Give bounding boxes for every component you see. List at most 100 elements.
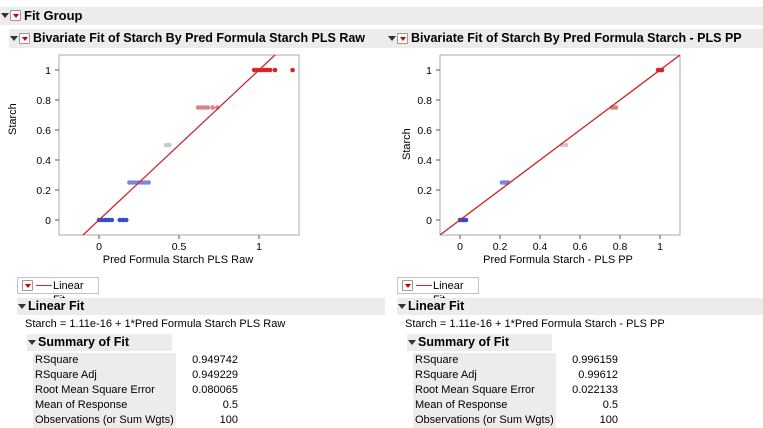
summary-value: 0.080065 [192, 384, 238, 396]
x-tick-label: 0 [457, 241, 463, 253]
left-x-axis-label: Pred Formula Starch PLS Raw [102, 254, 254, 266]
right-linear-fit-header [397, 298, 763, 315]
summary-value: 0.949229 [192, 369, 238, 381]
x-tick-label: 1 [657, 241, 663, 253]
x-tick-label: 0.8 [613, 241, 628, 253]
left-chart: 0 0.2 0.4 0.6 0.8 1 0 0.5 1 [36, 54, 300, 253]
right-fit-equation: Starch = 1.11e-16 + 1*Pred Formula Starc… [405, 318, 665, 330]
summary-value: 0.5 [602, 399, 618, 411]
disclosure-triangle-icon[interactable] [10, 36, 18, 41]
disclosure-triangle-icon[interactable] [18, 304, 26, 309]
x-tick-label: 1 [256, 241, 262, 253]
data-point [109, 217, 115, 223]
summary-value: 100 [219, 414, 238, 426]
y-tick-label: 0 [426, 215, 432, 227]
data-point [290, 67, 295, 73]
summary-label: Observations (or Sum Wgts) [33, 413, 176, 428]
summary-label: RSquare [413, 353, 556, 368]
y-tick-label: 1 [45, 65, 51, 77]
y-tick-label: 0.6 [36, 125, 51, 137]
right-report-title: Bivariate Fit of Starch By Pred Formula … [411, 31, 742, 45]
disclosure-triangle-icon[interactable] [28, 340, 36, 345]
data-point [167, 142, 172, 148]
right-legend-linear-fit[interactable]: Linear Fit [397, 277, 479, 306]
data-point [463, 217, 469, 223]
summary-value: 0.996159 [572, 354, 618, 366]
summary-label: Mean of Response [413, 398, 556, 413]
data-point [264, 67, 270, 73]
left-legend-linear-fit[interactable]: Linear Fit [17, 277, 99, 306]
data-point [106, 217, 111, 223]
left-linear-fit-title: Linear Fit [28, 299, 85, 313]
data-point [195, 105, 201, 110]
right-linear-fit-title: Linear Fit [408, 299, 465, 313]
summary-label: RSquare Adj [33, 368, 176, 383]
summary-label: RSquare [33, 353, 176, 368]
left-summary-title: Summary of Fit [38, 335, 129, 349]
red-triangle-menu-icon[interactable] [22, 280, 33, 291]
data-point [123, 217, 129, 223]
data-point [199, 105, 204, 110]
data-point [120, 217, 126, 223]
disclosure-triangle-icon[interactable] [408, 340, 416, 345]
fit-line [440, 55, 680, 235]
summary-label: Root Mean Square Error [413, 383, 556, 398]
left-report-header [9, 29, 387, 48]
data-point [272, 67, 278, 73]
y-tick-label: 0.2 [417, 185, 432, 197]
x-tick-label: 0 [96, 241, 102, 253]
summary-value: 100 [599, 414, 618, 426]
x-tick-label: 0.5 [172, 241, 187, 253]
y-tick-label: 0.8 [36, 95, 51, 107]
left-y-axis-label: Starch [7, 103, 19, 135]
left-summary-table: RSquare 0.949742 RSquare Adj 0.949229 Root… [33, 353, 243, 428]
data-point [202, 105, 207, 110]
data-point [267, 67, 273, 73]
left-summary-header [27, 334, 172, 351]
summary-value: 0.022133 [572, 384, 618, 396]
summary-value: 0.949742 [192, 354, 238, 366]
legend-line-swatch [416, 285, 432, 286]
red-triangle-menu-icon[interactable] [397, 33, 408, 44]
y-tick-label: 0.4 [417, 155, 432, 167]
data-point [117, 217, 123, 223]
disclosure-triangle-icon[interactable] [388, 36, 396, 41]
summary-label: Root Mean Square Error [33, 383, 176, 398]
right-y-axis-label: Starch [401, 128, 413, 160]
fit-group-title: Fit Group [24, 8, 83, 23]
left-report-title: Bivariate Fit of Starch By Pred Formula … [33, 31, 366, 45]
data-point [127, 180, 132, 185]
data-point [205, 105, 211, 110]
y-tick-label: 0.4 [36, 155, 51, 167]
y-tick-label: 0.8 [417, 95, 432, 107]
right-x-axis-label: Pred Formula Starch - PLS PP [483, 254, 633, 266]
fit-line [82, 55, 276, 235]
right-summary-header [407, 334, 552, 351]
left-linear-fit-header [17, 298, 385, 315]
y-tick-label: 1 [426, 65, 432, 77]
right-summary-title: Summary of Fit [418, 335, 509, 349]
red-triangle-menu-icon[interactable] [19, 33, 30, 44]
y-tick-label: 0.2 [36, 185, 51, 197]
disclosure-triangle-icon[interactable] [1, 13, 9, 18]
summary-value: 0.5 [222, 399, 238, 411]
left-fit-equation: Starch = 1.11e-16 + 1*Pred Formula Starc… [25, 318, 286, 330]
data-point [613, 105, 619, 110]
data-point [251, 67, 257, 73]
red-triangle-menu-icon[interactable] [10, 10, 21, 21]
right-summary-table: RSquare 0.996159 RSquare Adj 0.99612 Root … [413, 353, 623, 428]
disclosure-triangle-icon[interactable] [398, 304, 406, 309]
summary-label: Observations (or Sum Wgts) [413, 413, 556, 428]
x-tick-label: 0.6 [573, 241, 588, 253]
right-report-header [387, 29, 763, 48]
data-point [563, 142, 569, 148]
y-tick-label: 0 [45, 215, 51, 227]
red-triangle-menu-icon[interactable] [402, 280, 413, 291]
x-tick-label: 0.4 [533, 241, 548, 253]
data-point [210, 105, 215, 110]
fit-group-header [0, 7, 763, 25]
legend-line-swatch [36, 285, 52, 286]
x-tick-label: 0.2 [493, 241, 508, 253]
data-point [143, 180, 148, 185]
data-point [130, 180, 135, 185]
